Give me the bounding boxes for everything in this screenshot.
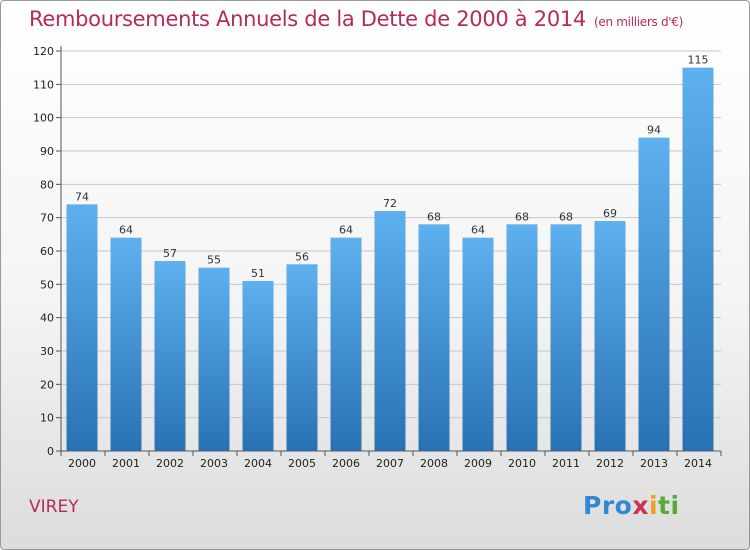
data-label: 115 [688,54,709,67]
y-tick-label: 60 [40,245,54,258]
bars [66,67,714,452]
y-tick-label: 110 [33,78,54,91]
y-tick-label: 0 [47,445,54,458]
x-tick-label: 2012 [596,457,624,470]
bar [682,67,714,452]
bar [462,237,494,451]
y-tick-label: 90 [40,145,54,158]
bar [374,211,406,451]
x-tick-label: 2004 [244,457,272,470]
chart-title: Remboursements Annuels de la Dette de 20… [29,7,683,31]
data-label: 57 [163,247,177,260]
bar [66,204,98,451]
x-tick-label: 2007 [376,457,404,470]
x-tick-label: 2013 [640,457,668,470]
bar [506,224,538,451]
bar [594,221,626,451]
data-label: 94 [647,124,661,137]
bar [198,267,230,451]
commune-name: VIREY [29,497,79,517]
x-tick-label: 2002 [156,457,184,470]
x-tick-label: 2000 [68,457,96,470]
bar [286,264,318,451]
chart-subtitle: (en milliers d'€) [594,15,684,29]
x-tick-label: 2003 [200,457,228,470]
chart-title-text: Remboursements Annuels de la Dette de 20… [29,7,586,31]
logo-part-4: ti [658,491,680,520]
x-tick-label: 2005 [288,457,316,470]
y-tick-label: 120 [33,45,54,58]
y-tick-label: 70 [40,212,54,225]
bar [110,237,142,451]
bar [638,137,670,451]
logo-part-1: Pro [583,491,633,520]
data-label: 51 [251,267,265,280]
x-tick-label: 2011 [552,457,580,470]
y-tick-label: 10 [40,412,54,425]
logo-part-2: x [632,491,649,520]
x-tick-label: 2008 [420,457,448,470]
y-tick-label: 20 [40,378,54,391]
x-tick-label: 2009 [464,457,492,470]
data-label: 72 [383,197,397,210]
bar [418,224,450,451]
y-tick-label: 80 [40,178,54,191]
data-label: 68 [427,210,441,223]
bar [242,281,274,451]
y-tick-label: 50 [40,278,54,291]
data-label: 74 [75,190,89,203]
bar [154,261,186,451]
x-tick-label: 2001 [112,457,140,470]
bar [330,237,362,451]
data-label: 56 [295,250,309,263]
data-label: 69 [603,207,617,220]
data-label: 55 [207,254,221,267]
x-tick-label: 2010 [508,457,536,470]
y-tick-label: 100 [33,112,54,125]
y-tick-label: 40 [40,312,54,325]
data-label: 64 [339,224,353,237]
logo-part-3: i [648,491,659,520]
labels: 0 10 20 30 40 50 60 70 80 90 100 110 120 74 2000 64 2001… [33,45,712,470]
x-tick-label: 2014 [684,457,712,470]
proxiti-logo: Proxiti [583,491,680,520]
data-label: 68 [515,210,529,223]
data-label: 64 [471,224,485,237]
data-label: 64 [119,224,133,237]
data-label: 68 [559,210,573,223]
x-tick-label: 2006 [332,457,360,470]
y-tick-label: 30 [40,345,54,358]
bar [550,224,582,451]
